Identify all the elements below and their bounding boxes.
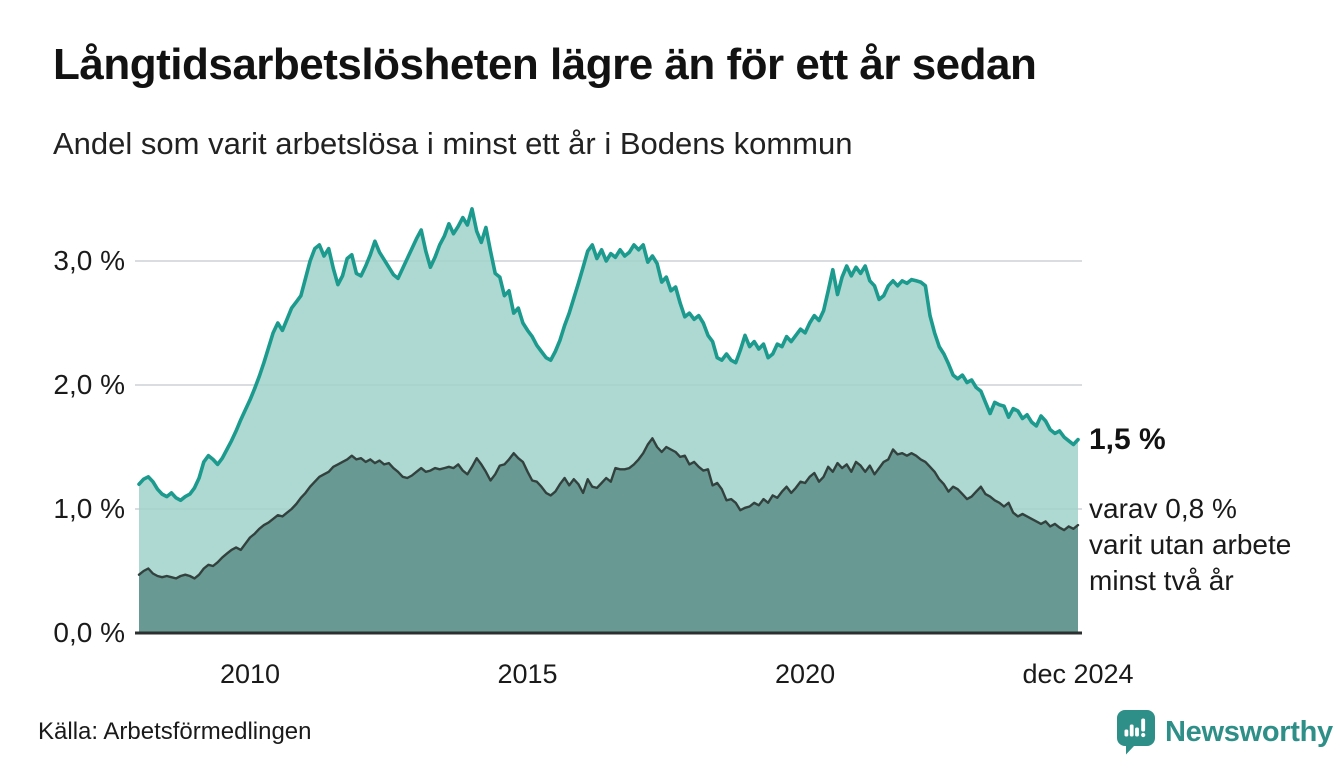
- x-tick-label: 2020: [775, 659, 836, 689]
- source-credit: Källa: Arbetsförmedlingen: [38, 718, 312, 745]
- newsworthy-logo: Newsworthy: [1116, 708, 1333, 756]
- page-title: Långtidsarbetslösheten lägre än för ett …: [53, 40, 1037, 89]
- x-tick-label: 2010: [219, 659, 281, 689]
- y-tick-label: 2,0 %: [53, 369, 125, 400]
- annotation-line: varav 0,8 %: [1089, 493, 1237, 524]
- newsworthy-logo-text: Newsworthy: [1165, 715, 1333, 748]
- annotation-line: minst två år: [1089, 565, 1234, 596]
- newsworthy-speech-bubble-chart-icon: [1117, 710, 1155, 755]
- y-tick-label: 3,0 %: [53, 245, 125, 276]
- series-end-value-label: 1,5 %: [1089, 423, 1166, 456]
- annotation-line: varit utan arbete: [1089, 529, 1292, 560]
- line-minst-ett-ar: [137, 207, 1080, 503]
- y-tick-label: 0,0 %: [53, 617, 125, 648]
- x-tick-label: 2015: [497, 659, 558, 689]
- y-tick-label: 1,0 %: [53, 493, 125, 524]
- x-tick-label: dec 2024: [1022, 659, 1134, 689]
- secondary-series-annotation: varav 0,8 % varit utan arbete minst två …: [1089, 491, 1340, 599]
- area-minst-tva-ar: [139, 438, 1078, 633]
- chart-subtitle: Andel som varit arbetslösa i minst ett å…: [53, 126, 853, 161]
- line-minst-tva-ar: [137, 437, 1080, 580]
